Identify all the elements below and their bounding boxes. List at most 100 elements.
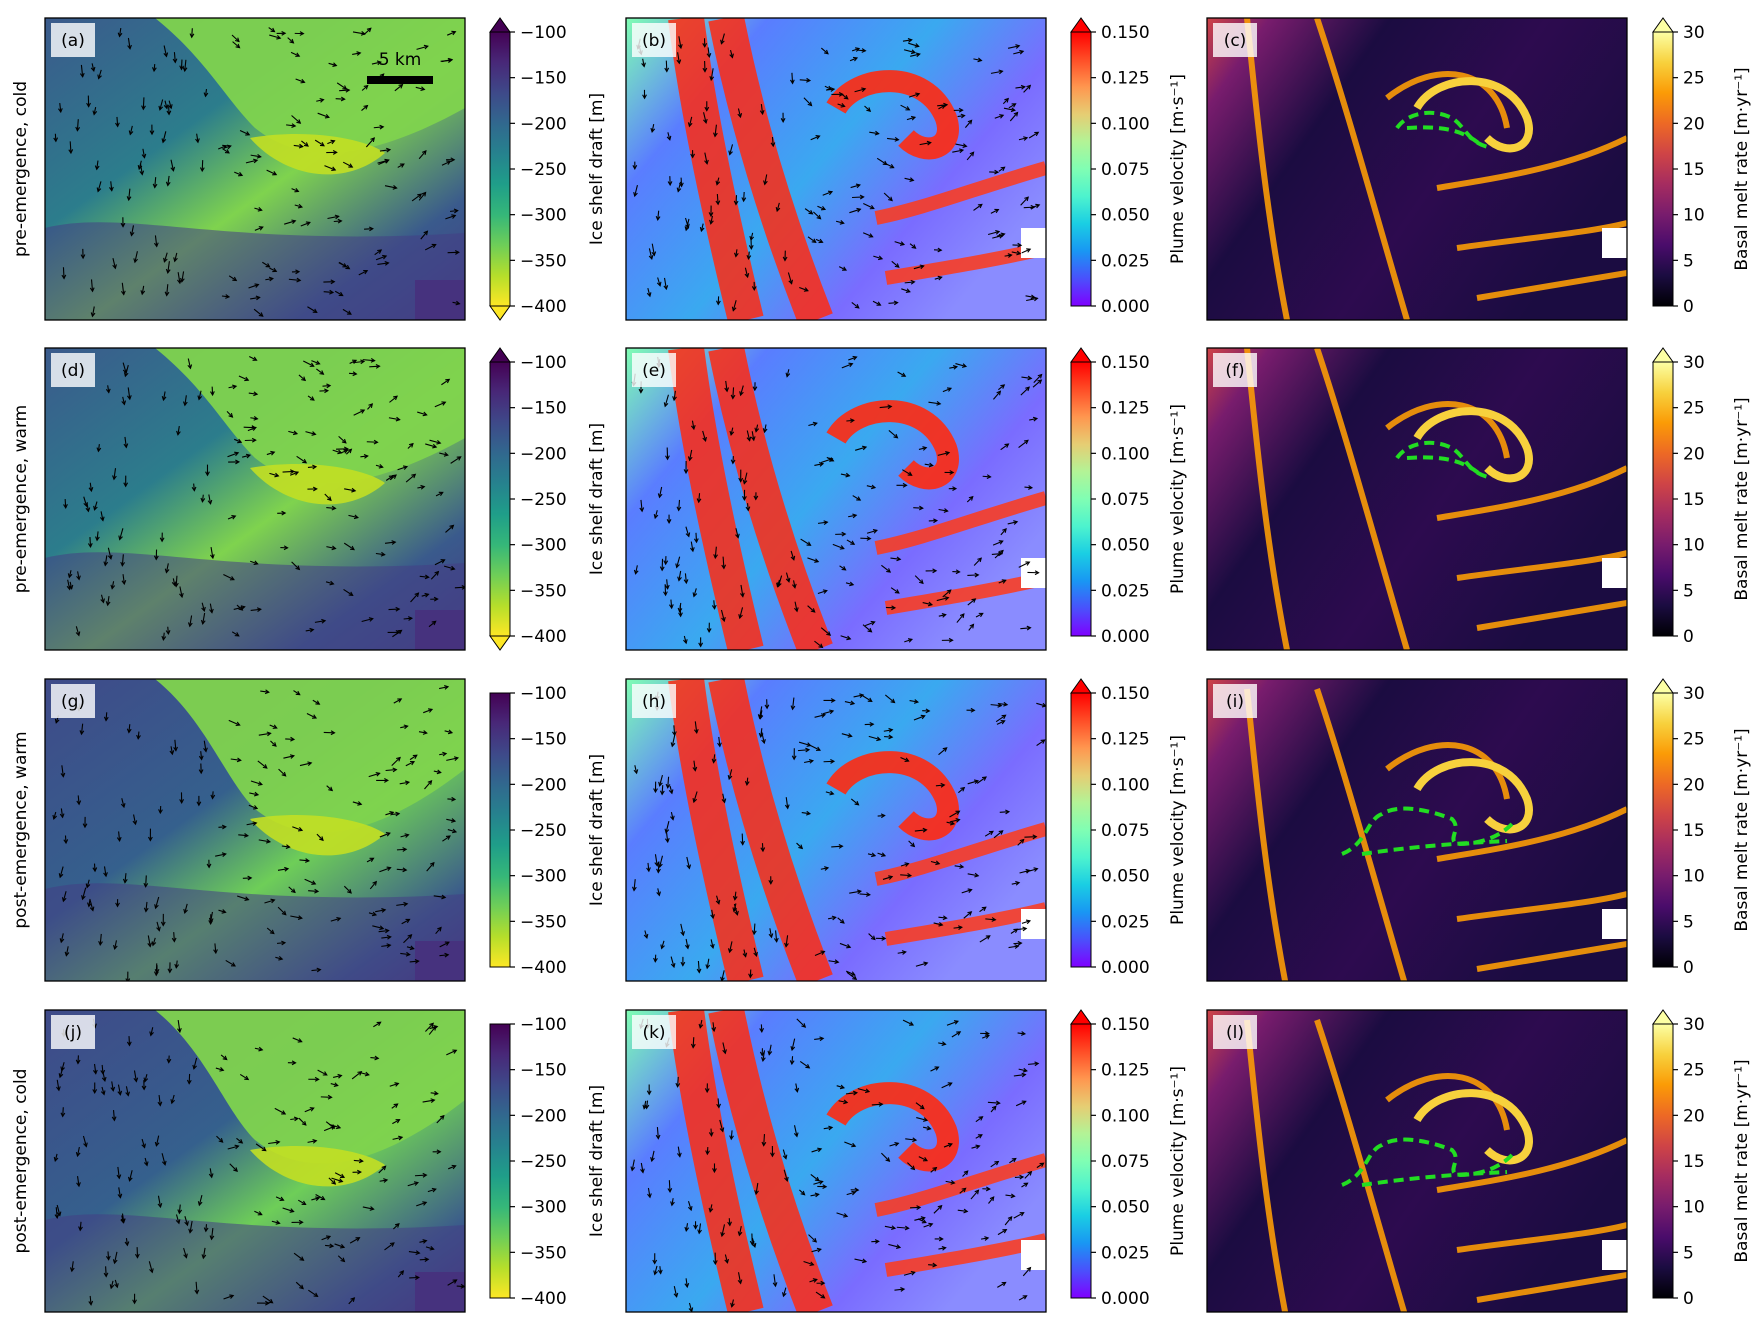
arrow-shaft [654, 854, 658, 866]
arrow-head [376, 1021, 382, 1027]
velocity-arrow [63, 835, 69, 845]
velocity-arrow [967, 598, 977, 606]
arrow-shaft [368, 772, 380, 778]
velocity-arrow [845, 1090, 859, 1096]
velocity-arrow [167, 962, 173, 974]
velocity-arrow [376, 778, 389, 783]
arrow-shaft [227, 452, 239, 458]
velocity-arrow [1000, 528, 1007, 536]
arrow-head [421, 191, 427, 197]
arrow-head [151, 941, 157, 947]
velocity-arrow [85, 879, 91, 889]
arrow-head [709, 219, 714, 225]
arrow-shaft [955, 363, 967, 368]
arrow-shaft [741, 833, 744, 845]
velocity-arrow [234, 438, 243, 444]
arrow-shaft [785, 935, 789, 947]
arrow-head [895, 1244, 902, 1249]
velocity-arrow [881, 564, 892, 573]
arrow-head [894, 1141, 900, 1147]
arrow-head [918, 505, 924, 511]
arrow-head [197, 395, 203, 401]
velocity-arrow [125, 1086, 130, 1097]
velocity-arrow [1004, 253, 1013, 258]
panel-label-box [51, 1015, 95, 1049]
arrow-shaft [332, 449, 342, 454]
velocity-arrow [784, 797, 790, 810]
arrow-head [338, 291, 344, 297]
arrow-shaft [840, 635, 851, 640]
arrow-shaft [93, 501, 98, 510]
arrow-shaft [975, 1116, 983, 1123]
arrow-shaft [221, 295, 230, 298]
colorbar-extend-min [489, 305, 511, 321]
arrow-head [412, 754, 418, 759]
melt-swirl [1413, 1089, 1533, 1165]
velocity-arrow [53, 1153, 59, 1163]
velocity-arrow [814, 462, 825, 467]
arrow-shaft [324, 493, 332, 501]
arrow-head [395, 1119, 401, 1124]
velocity-arrow [368, 911, 378, 917]
velocity-arrow [319, 388, 330, 394]
velocity-arrow [646, 1084, 652, 1096]
arrow-shaft [998, 703, 1008, 706]
velocity-arrow [120, 1215, 126, 1224]
velocity-arrow [957, 113, 966, 119]
arrow-head [932, 1262, 938, 1268]
velocity-arrow [126, 188, 132, 202]
arrow-shaft [643, 1100, 647, 1109]
velocity-arrow [914, 827, 928, 833]
arrow-head [234, 1144, 240, 1150]
arrow-head [870, 620, 876, 626]
arrow-shaft [100, 594, 105, 603]
arrow-shaft [877, 852, 886, 857]
arrow-head [670, 1201, 675, 1207]
velocity-arrow [980, 1236, 990, 1241]
arrow-shaft [116, 116, 119, 127]
arrow-head [166, 1058, 172, 1064]
arrow-shaft [435, 927, 442, 935]
velocity-arrow [254, 1046, 264, 1052]
arrow-head [1028, 485, 1034, 490]
arrow-head [386, 147, 392, 153]
arrow-head [805, 747, 811, 753]
velocity-arrow [284, 219, 297, 225]
arrow-shaft [105, 1266, 107, 1277]
arrow-head [869, 721, 875, 727]
velocity-arrow [439, 952, 450, 958]
arrow-shaft [846, 1191, 856, 1196]
velocity-arrow [283, 754, 296, 759]
arrow-shaft [908, 42, 919, 47]
velocity-arrow [171, 932, 177, 943]
arrow-shaft [651, 243, 655, 256]
colorbar-tick-label: 5 [1683, 581, 1694, 601]
velocity-arrow [668, 599, 674, 610]
velocity-arrow [256, 1300, 270, 1306]
arrow-shaft [850, 798, 859, 806]
velocity-arrow [103, 1266, 109, 1278]
velocity-arrow [94, 160, 100, 171]
arrow-head [819, 462, 825, 467]
arrow-head [183, 1253, 188, 1259]
field-features [630, 1010, 1046, 1312]
velocity-arrow [391, 811, 401, 817]
velocity-arrow [1018, 136, 1029, 141]
arrow-head [75, 126, 81, 132]
arrow-shaft [374, 249, 382, 256]
arrow-head [397, 629, 403, 635]
arrow-head [670, 963, 676, 969]
arrow-shaft [949, 810, 960, 818]
velocity-arrow [820, 457, 834, 463]
velocity-arrow [711, 1022, 717, 1033]
velocity-arrow [702, 38, 708, 48]
velocity-arrow [173, 739, 178, 752]
arrow-head [100, 598, 105, 604]
velocity-arrow [242, 875, 253, 881]
velocity-arrow [720, 1224, 726, 1238]
arrow-head [948, 637, 954, 643]
arrow-head [336, 916, 342, 922]
field-features [1244, 1019, 1627, 1312]
arrow-shaft [635, 565, 638, 574]
velocity-arrow [300, 221, 311, 227]
